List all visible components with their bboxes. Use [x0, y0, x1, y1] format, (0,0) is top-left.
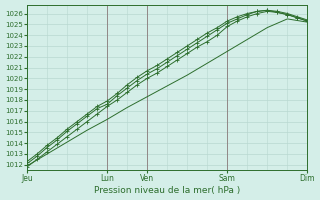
X-axis label: Pression niveau de la mer( hPa ): Pression niveau de la mer( hPa )	[94, 186, 240, 195]
